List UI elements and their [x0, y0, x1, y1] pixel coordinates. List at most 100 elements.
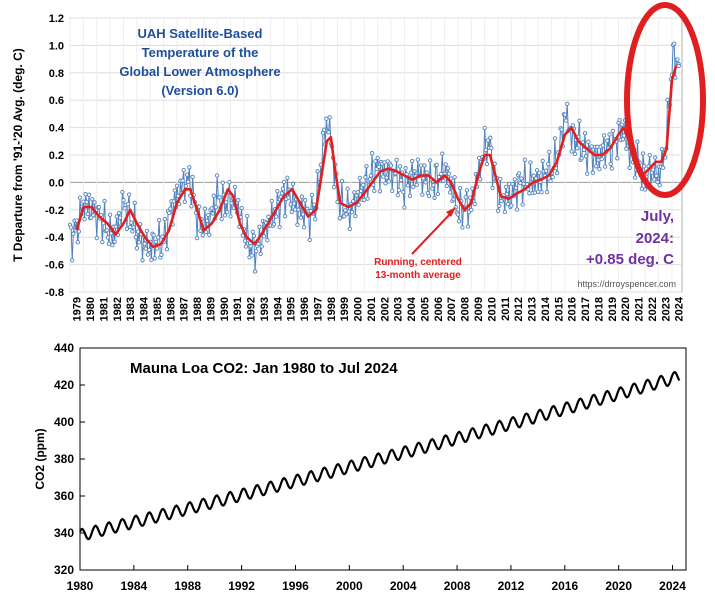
temperature-monthly-point: [259, 244, 264, 249]
temperature-monthly-point: [307, 237, 312, 243]
temperature-y-axis-label: T Departure from '91-'20 Avg. (deg. C): [11, 48, 25, 262]
temperature-monthly-point: [452, 175, 457, 180]
co2-x-tick-label: 2000: [336, 579, 363, 593]
temperature-title-line-1: UAH Satellite-Based: [138, 26, 263, 41]
temperature-monthly-point: [322, 127, 327, 132]
temperature-monthly-point: [68, 225, 74, 230]
temperature-monthly-point: [350, 199, 356, 204]
temperature-monthly-point: [497, 203, 502, 209]
co2-x-tick-label: 2020: [605, 579, 632, 593]
temperature-monthly-point: [254, 248, 259, 254]
temperature-monthly-point: [572, 151, 578, 157]
temperature-title-line-4: (Version 6.0): [161, 83, 238, 98]
temperature-monthly-point: [361, 182, 366, 188]
temperature-monthly-point: [184, 172, 190, 177]
temperature-monthly-point: [135, 229, 141, 234]
temperature-monthly-point: [113, 224, 118, 229]
temperature-x-tick-label: 2022: [647, 297, 659, 321]
temperature-monthly-point: [650, 167, 656, 172]
temperature-monthly-point: [423, 180, 428, 185]
temperature-monthly-point: [266, 214, 271, 219]
temperature-monthly-point: [118, 215, 123, 220]
temperature-monthly-point: [162, 217, 167, 222]
temperature-monthly-point: [155, 235, 161, 240]
temperature-monthly-point: [651, 177, 657, 182]
temperature-monthly-point: [482, 125, 487, 131]
co2-x-tick-label: 1988: [174, 579, 201, 593]
temperature-monthly-point: [447, 190, 453, 195]
temperature-monthly-point: [577, 118, 582, 123]
temperature-x-tick-label: 2024: [674, 296, 686, 321]
temperature-monthly-point: [546, 161, 551, 167]
temperature-monthly-point: [105, 235, 111, 240]
temperature-x-tick-label: 2007: [446, 297, 458, 321]
temperature-monthly-point: [422, 163, 427, 168]
temperature-monthly-point: [403, 166, 408, 171]
temperature-monthly-point: [563, 118, 569, 123]
temperature-monthly-point: [229, 201, 234, 206]
temperature-monthly-point: [86, 192, 92, 197]
temperature-monthly-point: [451, 197, 456, 202]
temperature-monthly-point: [597, 166, 602, 172]
temperature-monthly-point: [198, 228, 203, 233]
temperature-monthly-point: [220, 180, 225, 185]
temperature-monthly-point: [381, 174, 386, 179]
temperature-x-tick-label: 2001: [366, 297, 378, 321]
temperature-x-tick-label: 2011: [500, 297, 512, 321]
temperature-monthly-point: [554, 170, 560, 176]
temperature-x-tick-label: 1992: [246, 297, 258, 321]
temperature-monthly-point: [547, 149, 552, 155]
temperature-y-tick-label: 0.6: [49, 95, 64, 107]
temperature-x-tick-label: 1989: [205, 297, 217, 321]
temperature-monthly-point: [356, 202, 361, 207]
temperature-monthly-point: [298, 215, 303, 220]
temperature-monthly-point: [565, 101, 570, 107]
temperature-monthly-point: [242, 238, 248, 243]
temperature-x-tick-label: 2006: [433, 297, 445, 321]
temperature-monthly-point: [277, 224, 282, 230]
temperature-monthly-point: [655, 179, 660, 185]
temperature-monthly-point: [346, 209, 351, 214]
temperature-monthly-point: [186, 179, 191, 184]
temperature-monthly-point: [349, 210, 355, 215]
temperature-monthly-point: [104, 228, 109, 233]
temperature-monthly-point: [83, 192, 88, 197]
temperature-monthly-point: [377, 189, 383, 194]
temperature-monthly-point: [279, 191, 284, 196]
temperature-monthly-point: [657, 183, 662, 188]
temperature-monthly-point: [219, 216, 224, 222]
temperature-title-line-3: Global Lower Atmosphere: [119, 64, 280, 79]
temperature-monthly-point: [154, 246, 160, 251]
temperature-monthly-point: [82, 217, 87, 222]
temperature-monthly-point: [70, 258, 75, 263]
temperature-y-tick-label: 0.8: [49, 68, 64, 80]
temperature-monthly-point: [455, 212, 461, 217]
temperature-monthly-point: [75, 240, 80, 245]
temperature-monthly-point: [203, 229, 209, 235]
temperature-plot-area: 1.2 1.0 0.8 0.6 0.4 0.2 0.0 -0.2 -0.4 -0.6 -0.8 19…: [45, 13, 686, 321]
temperature-monthly-point: [675, 57, 680, 62]
temperature-monthly-point: [152, 256, 157, 261]
temperature-monthly-point: [85, 211, 90, 217]
temperature-monthly-point: [187, 165, 192, 170]
temperature-monthly-point: [182, 199, 187, 204]
temperature-monthly-point: [659, 146, 665, 152]
temperature-monthly-point: [300, 212, 306, 217]
temperature-monthly-point: [157, 217, 162, 223]
temperature-monthly-point: [531, 173, 536, 178]
temperature-x-tick-label: 1983: [125, 297, 137, 321]
temperature-monthly-point: [364, 164, 369, 169]
co2-plot-frame: [79, 347, 687, 571]
co2-x-tick-label: 2012: [498, 579, 525, 593]
temperature-monthly-point: [488, 135, 493, 140]
temperature-monthly-point: [485, 138, 491, 143]
temperature-monthly-point: [431, 183, 436, 188]
temperature-monthly-point: [544, 189, 550, 195]
temperature-monthly-point: [286, 195, 291, 200]
temperature-monthly-point: [90, 197, 95, 202]
temperature-x-tick-label: 2012: [513, 297, 525, 321]
temperature-monthly-point: [214, 173, 220, 178]
co2-x-tick-label: 1980: [67, 579, 94, 593]
temperature-x-tick-label: 2023: [660, 297, 672, 321]
temperature-monthly-point: [291, 201, 297, 206]
